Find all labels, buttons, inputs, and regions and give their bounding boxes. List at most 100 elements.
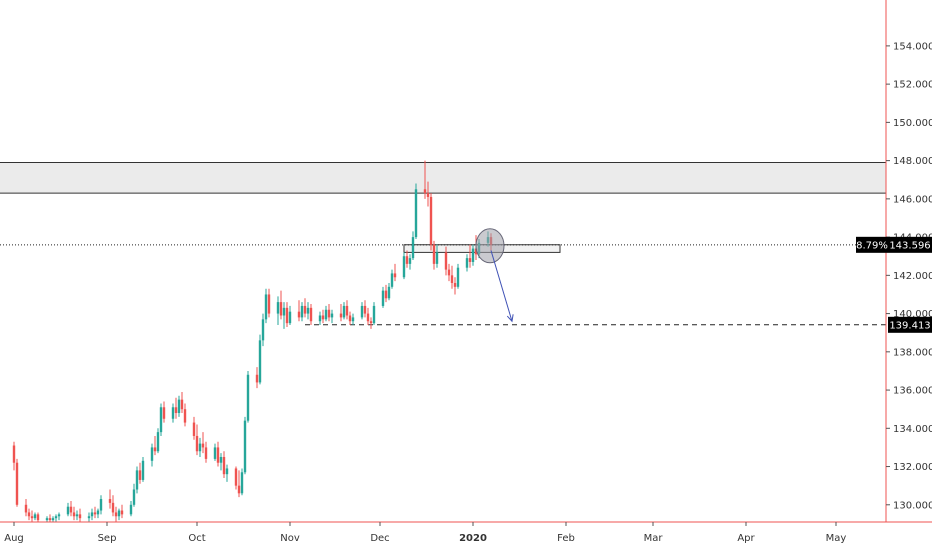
candle-body: [474, 248, 478, 255]
candle-body: [66, 506, 70, 515]
candle-body: [243, 420, 247, 473]
y-tick-label: 152.000: [893, 80, 932, 91]
candle-body: [279, 302, 283, 316]
candle-body: [12, 445, 16, 463]
candle-body: [225, 468, 229, 475]
zones-layer: [0, 162, 886, 253]
candle-body: [111, 502, 115, 513]
candle-body: [159, 407, 163, 433]
x-tick-label: Aug: [4, 533, 24, 544]
candle-body: [339, 313, 343, 318]
candle-body: [360, 305, 364, 318]
candle-body: [348, 315, 352, 322]
candle-body: [27, 512, 31, 517]
y-tick-label: 132.000: [893, 462, 932, 473]
candle-body: [429, 196, 433, 245]
candle-body: [114, 512, 118, 517]
candle-body: [15, 462, 19, 505]
percent-label: 8.79%: [856, 240, 888, 251]
y-tick-label: 142.000: [893, 271, 932, 282]
x-tick-label: Sep: [98, 533, 117, 544]
candle-body: [78, 514, 82, 519]
candle-body: [390, 273, 394, 287]
candle-body: [261, 319, 265, 341]
candle-body: [108, 499, 112, 503]
candle-body: [423, 189, 427, 194]
candle-body: [366, 313, 370, 322]
candle-body: [444, 252, 448, 270]
candle-body: [309, 307, 313, 322]
candle-body: [45, 518, 49, 521]
candle-body: [219, 456, 223, 463]
candle-body: [414, 189, 418, 238]
candle-body: [342, 305, 346, 318]
lines-layer: [0, 244, 886, 326]
down-arrow-head: [506, 314, 514, 323]
y-tick-label: 146.000: [893, 194, 932, 205]
candle-body: [384, 290, 388, 299]
candle-body: [99, 499, 103, 511]
candle-body: [135, 470, 139, 490]
x-tick-label: May: [826, 533, 847, 544]
candle-body: [129, 504, 133, 515]
candle-body: [258, 340, 262, 383]
y-axis-ticks[interactable]: 130.000 132.000 134.000 136.000 138.000 140.0…: [886, 41, 932, 511]
candle-body: [288, 311, 292, 324]
candle-body: [300, 305, 304, 318]
x-tick-label: 2020: [459, 533, 487, 544]
candle-body: [435, 252, 439, 264]
candle-body: [153, 447, 157, 452]
candle-body: [351, 317, 355, 322]
candle-body: [453, 282, 457, 287]
candle-body: [468, 258, 472, 262]
candle-body: [372, 305, 376, 324]
support-price-label: 139.413: [889, 320, 930, 331]
candle-body: [306, 307, 310, 314]
current-price-label: 143.596: [889, 240, 930, 251]
x-axis-ticks[interactable]: Aug Sep Oct Nov Dec 2020 Feb Mar Apr May: [4, 522, 846, 544]
candle-body: [198, 443, 202, 452]
candle-body: [471, 248, 475, 262]
candle-body: [96, 510, 100, 515]
candle-body: [195, 435, 199, 452]
candle-body: [174, 407, 178, 414]
candle-body: [117, 510, 121, 517]
candle-body: [177, 399, 181, 414]
y-tick-label: 138.000: [893, 347, 932, 358]
resistance-zone: [0, 162, 886, 194]
candle-body: [321, 315, 325, 320]
candle-body: [33, 514, 37, 519]
candle-body: [282, 307, 286, 316]
candle-body: [267, 294, 271, 314]
candle-body: [69, 506, 73, 513]
candle-body: [201, 443, 205, 448]
candle-body: [171, 407, 175, 419]
y-tick-label: 134.000: [893, 424, 932, 435]
down-arrow-shaft: [490, 250, 513, 322]
x-tick-label: Feb: [557, 533, 575, 544]
x-tick-label: Nov: [280, 533, 300, 544]
candle-body: [402, 256, 406, 278]
candle-body: [345, 305, 349, 316]
candle-body: [432, 244, 436, 264]
candle-body: [183, 409, 187, 423]
candle-body: [156, 432, 160, 452]
candle-body: [51, 518, 55, 521]
candle-body: [450, 275, 454, 283]
candle-body: [255, 374, 259, 383]
x-tick-label: Apr: [737, 533, 755, 544]
y-tick-label: 130.000: [893, 500, 932, 511]
candle-body: [87, 516, 91, 519]
candle-body: [264, 294, 268, 320]
candle-body: [240, 472, 244, 494]
candle-body: [426, 193, 430, 197]
candle-body: [162, 407, 166, 419]
candle-body: [411, 237, 415, 259]
candle-body: [246, 374, 250, 421]
candle-body: [48, 518, 52, 521]
candle-body: [363, 305, 367, 314]
x-tick-label: Dec: [370, 533, 389, 544]
y-tick-label: 154.000: [893, 41, 932, 52]
price-labels: 8.79% 143.596 139.413: [856, 236, 932, 333]
